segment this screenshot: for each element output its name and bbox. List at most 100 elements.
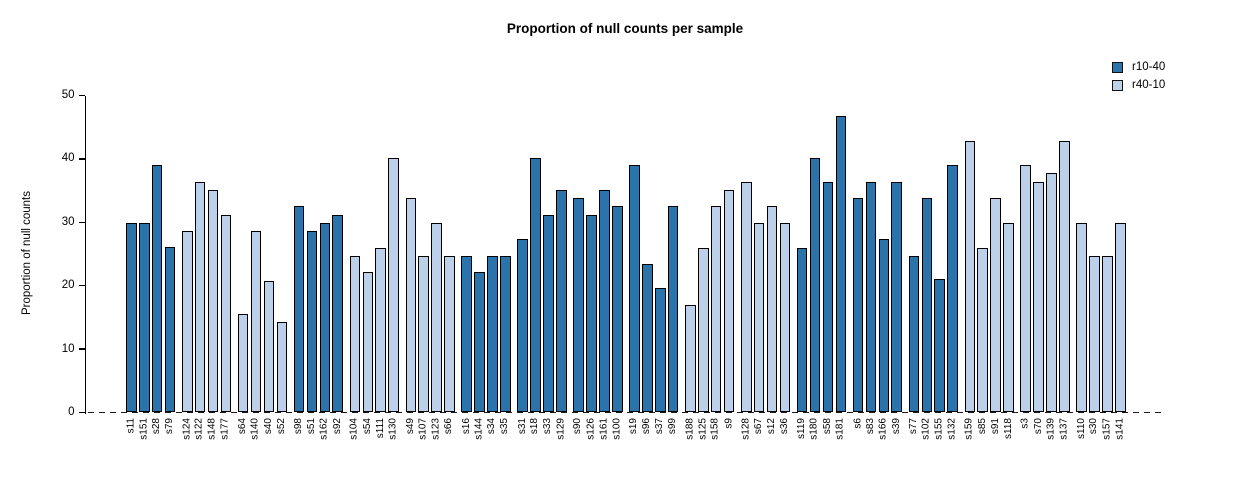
x-tick-label-s139: s139 [1045,418,1057,440]
x-tick-label-s11: s11 [125,418,137,434]
x-tick-label-s125: s125 [697,418,709,440]
bar-s110 [1076,222,1087,413]
x-tick-label-s19: s19 [628,418,640,435]
x-tick-label-s18: s18 [529,418,541,435]
bar-s119 [796,247,808,413]
legend-label-r10-40: r10-40 [1132,61,1166,73]
y-axis-tick [78,411,85,414]
bar-s99 [667,206,679,413]
x-tick-label-s144: s144 [473,418,485,440]
x-tick-label-s35: s35 [499,418,511,435]
bar-s161 [599,189,610,413]
bar-s151 [138,222,150,413]
bar-s30 [1089,255,1100,413]
bar-s19 [629,165,640,413]
x-tick-label-s39: s39 [890,418,902,435]
legend-item-r40-10: r40-10 [1112,76,1165,94]
x-tick-label-s137: s137 [1058,418,1070,440]
x-tick-label-s181: s181 [834,418,846,440]
legend-item-r10-40: r10-40 [1112,58,1165,76]
bar-s148 [207,189,219,413]
x-tick-label-s6: s6 [852,418,864,429]
bar-s166 [878,239,890,413]
bar-s98 [293,206,305,413]
x-tick-label-s98: s98 [293,418,305,435]
x-tick-label-s188: s188 [684,418,696,440]
x-tick-label-s64: s64 [237,418,249,435]
y-tick-label: 40 [61,152,75,165]
bar-s96 [642,264,653,413]
x-tick-label-s99: s99 [667,418,679,435]
x-tick-label-s34: s34 [486,418,498,435]
bar-s155 [934,279,946,413]
x-tick-label-s119: s119 [796,418,808,439]
bar-s51 [306,231,318,413]
bar-s123 [431,222,442,413]
bar-s100 [611,206,623,413]
bar-s58 [822,181,834,413]
x-tick-label-s104: s104 [348,418,360,440]
x-tick-label-s124: s124 [181,418,193,440]
bar-s16 [461,255,473,413]
x-tick-label-s132: s132 [946,418,958,440]
bar-s70 [1033,181,1044,413]
x-tick-label-s166: s166 [877,418,889,440]
bar-s92 [332,214,344,413]
x-tick-label-s51: s51 [305,418,317,435]
bar-s137 [1059,140,1070,413]
bar-s141 [1115,222,1126,413]
legend: r10-40 r40-10 [1112,58,1165,94]
bar-s36 [779,222,791,413]
x-tick-label-s129: s129 [555,418,567,440]
bar-s139 [1046,173,1057,413]
bar-s40 [263,280,275,413]
bar-s144 [474,272,485,413]
legend-swatch-r10-40-icon [1112,61,1123,73]
legend-swatch-r40-10-icon [1112,79,1123,91]
y-tick-label: 30 [61,215,75,228]
x-tick-label-s54: s54 [361,418,373,435]
x-tick-label-s40: s40 [262,418,274,435]
bar-s162 [319,222,331,413]
x-tick-label-s31: s31 [516,418,528,435]
y-tick-label: 0 [68,406,75,418]
bar-s159 [964,140,976,413]
x-tick-label-s111: s111 [374,418,386,439]
bar-s102 [921,198,933,413]
x-tick-label-s90: s90 [572,418,584,435]
x-tick-label-s12: s12 [766,418,778,435]
x-tick-label-s126: s126 [585,418,597,440]
bar-s132 [947,165,958,413]
bar-s39 [891,181,903,413]
bar-s34 [487,255,498,413]
y-axis-tick [78,221,85,223]
bar-s126 [586,214,597,413]
zero-baseline [88,411,1164,414]
x-tick-label-s155: s155 [933,418,945,440]
bar-s83 [865,181,877,413]
bar-s3 [1020,165,1032,413]
bar-s66 [444,255,455,413]
x-tick-label-s140: s140 [250,418,262,440]
bar-s79 [164,247,176,413]
bar-s64 [237,313,249,413]
bar-s85 [977,247,989,413]
bar-s104 [349,255,361,413]
bar-s181 [835,115,847,413]
x-tick-label-s159: s159 [963,418,975,440]
x-tick-label-s118: s118 [1002,418,1014,439]
x-tick-label-s177: s177 [219,418,231,440]
bar-s90 [573,198,584,413]
bar-s33 [543,214,554,413]
bar-s140 [250,231,262,413]
x-tick-label-s151: s151 [138,418,150,440]
bar-s67 [753,222,765,413]
x-tick-label-s157: s157 [1101,418,1113,440]
x-tick-label-s67: s67 [753,418,765,435]
y-tick-label: 20 [61,279,75,292]
legend-label-r40-10: r40-10 [1132,79,1166,91]
x-tick-label-s85: s85 [976,418,988,435]
bar-s37 [654,288,666,413]
x-tick-label-s130: s130 [387,418,399,440]
chart-title: Proportion of null counts per sample [506,21,744,36]
